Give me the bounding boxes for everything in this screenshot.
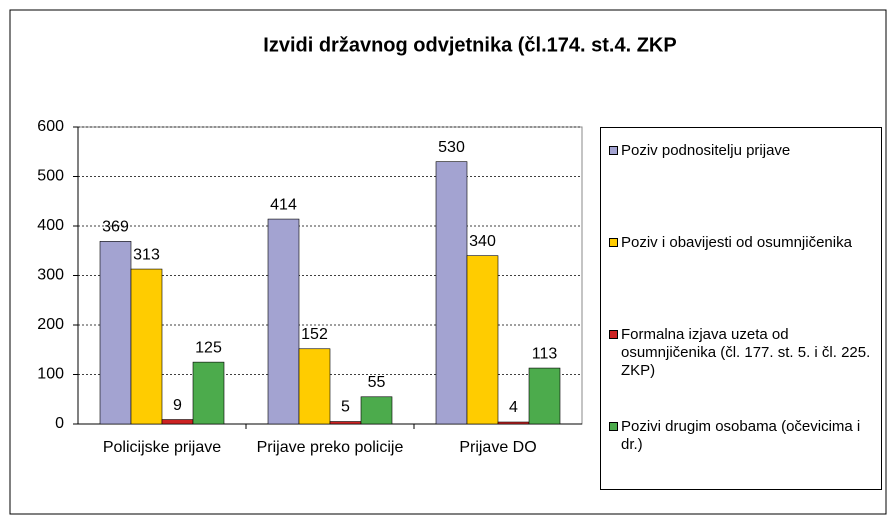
data-label: 340	[469, 233, 496, 250]
legend-item: Formalna izjava uzeta od osumnjičenika (…	[609, 326, 877, 418]
bar	[99, 241, 132, 425]
y-tick-label: 500	[37, 168, 64, 185]
bar	[497, 421, 530, 425]
legend: Poziv podnositelju prijave Poziv i obavij…	[600, 127, 882, 490]
legend-item: Poziv podnositelju prijave	[609, 142, 877, 234]
y-tick-label: 100	[37, 366, 64, 383]
data-label: 4	[509, 399, 518, 416]
legend-label: Pozivi drugim osobama (očevicima i dr.)	[621, 418, 861, 453]
legend-swatch	[609, 422, 618, 431]
data-label: 9	[173, 397, 182, 414]
chart-title: Izvidi državnog odvjetnika (čl.174. st.4…	[263, 34, 676, 56]
data-label: 414	[270, 196, 297, 213]
data-label: 313	[133, 246, 160, 263]
y-tick-label: 300	[37, 267, 64, 284]
bar	[192, 361, 225, 425]
data-label: 113	[532, 345, 558, 362]
data-label: 55	[368, 374, 386, 391]
y-tick-label: 0	[55, 415, 64, 432]
data-label: 5	[341, 399, 350, 416]
x-tick-label: Policijske prijave	[102, 439, 222, 456]
x-tick-label: Prijave DO	[459, 439, 537, 456]
bar	[161, 419, 194, 425]
legend-item: Poziv i obavijesti od osumnjičenika	[609, 234, 877, 326]
legend-swatch	[609, 330, 618, 339]
data-label: 530	[438, 139, 465, 156]
y-tick-label: 400	[37, 217, 64, 234]
legend-item: Pozivi drugim osobama (očevicima i dr.)	[609, 418, 877, 510]
y-tick-label: 600	[37, 118, 64, 135]
x-tick-label: Prijave preko policije	[256, 439, 404, 456]
bar	[329, 421, 362, 425]
data-label: 152	[301, 326, 328, 343]
bar	[130, 268, 163, 425]
bar	[528, 367, 561, 425]
data-label: 125	[195, 339, 222, 356]
bar	[435, 161, 468, 425]
legend-swatch	[609, 238, 618, 247]
legend-label: Poziv i obavijesti od osumnjičenika	[621, 234, 852, 251]
legend-swatch	[609, 146, 618, 155]
bar	[360, 396, 393, 425]
bar	[466, 255, 499, 425]
bar	[298, 348, 331, 425]
y-tick-label: 200	[37, 316, 64, 333]
bar	[267, 218, 300, 425]
data-label: 369	[102, 219, 129, 236]
legend-label: Poziv podnositelju prijave	[621, 142, 791, 159]
legend-label: Formalna izjava uzeta od osumnjičenika (…	[621, 326, 871, 379]
